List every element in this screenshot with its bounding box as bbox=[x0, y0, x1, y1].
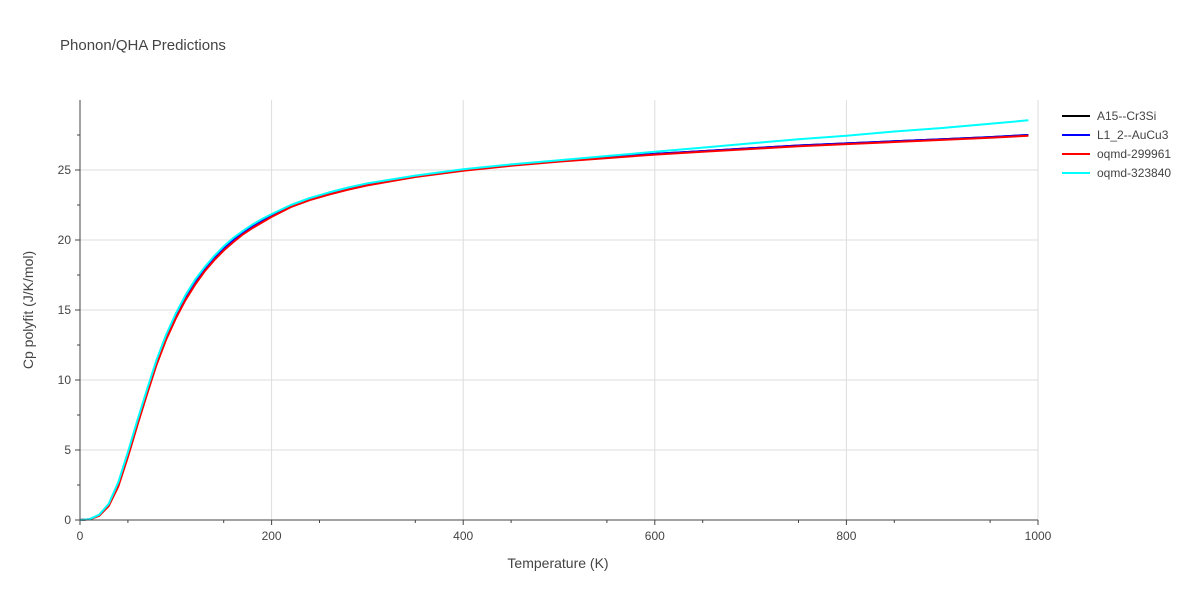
y-tick-label: 20 bbox=[58, 233, 72, 247]
chart-title: Phonon/QHA Predictions bbox=[60, 37, 226, 54]
series-line-3 bbox=[79, 119, 1029, 521]
legend-label: L1_2--AuCu3 bbox=[1097, 128, 1169, 142]
y-axis-title: Cp polyfit (J/K/mol) bbox=[20, 251, 36, 369]
series-group bbox=[79, 119, 1029, 521]
legend-label: A15--Cr3Si bbox=[1097, 109, 1156, 123]
legend-label: oqmd-299961 bbox=[1097, 147, 1171, 161]
series-line-0 bbox=[79, 134, 1029, 521]
x-tick-label: 400 bbox=[453, 529, 473, 543]
legend[interactable]: A15--Cr3Si L1_2--AuCu3 oqmd-299961 oqmd-323… bbox=[1062, 109, 1171, 180]
legend-item[interactable]: A15--Cr3Si bbox=[1062, 109, 1156, 123]
x-tick-label: 1000 bbox=[1025, 529, 1052, 543]
x-tick-label: 800 bbox=[836, 529, 856, 543]
y-tick-label: 15 bbox=[58, 303, 72, 317]
x-tick-label: 600 bbox=[645, 529, 665, 543]
x-axis-title: Temperature (K) bbox=[507, 555, 608, 571]
legend-item[interactable]: oqmd-299961 bbox=[1062, 147, 1171, 161]
axes bbox=[75, 100, 1039, 525]
legend-label: oqmd-323840 bbox=[1097, 166, 1171, 180]
grid bbox=[80, 100, 1039, 520]
x-tick-label: 200 bbox=[262, 529, 282, 543]
series-line-1 bbox=[79, 134, 1029, 521]
legend-item[interactable]: L1_2--AuCu3 bbox=[1062, 128, 1169, 142]
legend-item[interactable]: oqmd-323840 bbox=[1062, 166, 1171, 180]
y-tick-label: 25 bbox=[58, 163, 72, 177]
series-line-2 bbox=[79, 134, 1029, 521]
tick-labels: 0 200 400 600 800 1000 0 5 10 15 20 25 bbox=[58, 163, 1052, 543]
y-tick-label: 0 bbox=[64, 513, 71, 527]
y-tick-label: 5 bbox=[64, 443, 71, 457]
y-tick-label: 10 bbox=[58, 373, 72, 387]
x-tick-label: 0 bbox=[77, 529, 84, 543]
